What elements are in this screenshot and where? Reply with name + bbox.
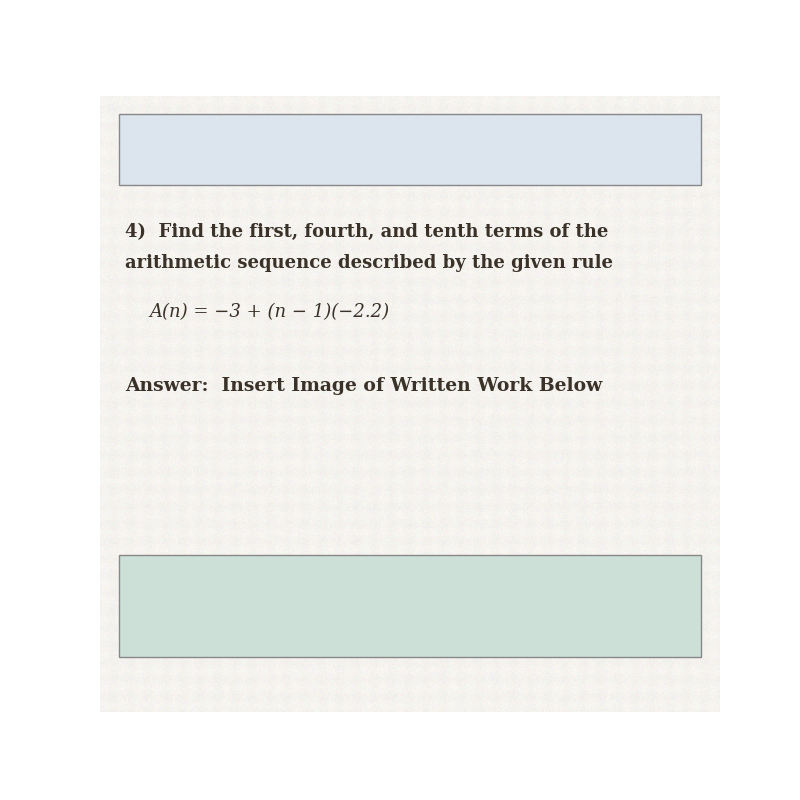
Text: 4)  Find the first, fourth, and tenth terms of the: 4) Find the first, fourth, and tenth ter…: [125, 222, 608, 241]
Text: Answer:  Insert Image of Written Work Below: Answer: Insert Image of Written Work Bel…: [125, 377, 602, 394]
Bar: [118, 114, 702, 186]
Bar: [118, 555, 702, 657]
Text: arithmetic sequence described by the given rule: arithmetic sequence described by the giv…: [125, 254, 613, 271]
Text: A(n) = −3 + (n − 1)(−2.2): A(n) = −3 + (n − 1)(−2.2): [150, 303, 390, 321]
